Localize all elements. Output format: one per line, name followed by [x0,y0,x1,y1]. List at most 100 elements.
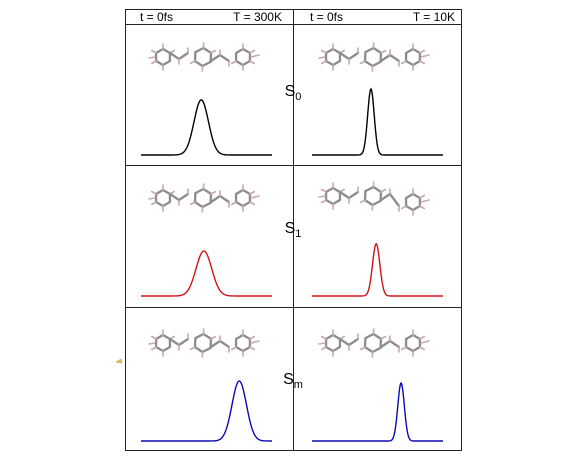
hydrogen-bond [150,346,157,351]
header-right-temperature: T = 10K [413,10,455,24]
curve-sm-10k [312,382,443,442]
bond [388,53,401,63]
bond [194,332,205,340]
hydrogen-bond [150,190,157,195]
bond [154,345,165,353]
hydrogen-bond [318,56,326,59]
molecule-sm-300k [148,328,260,358]
hydrogen-bond [320,188,327,193]
bond [404,333,415,341]
bond [404,345,415,353]
hydrogen-bond [320,346,327,351]
hydrogen-bond [249,335,256,340]
state-label-sm: Sm [283,371,303,391]
hydrogen-bond [420,54,430,58]
bond [347,190,360,200]
molecule-s1-10k [318,181,430,216]
bond [331,59,342,67]
bond [379,53,392,63]
bond [177,192,190,202]
hydrogen-bond [419,335,426,340]
hydrogen-bond [249,49,256,54]
bond [234,188,245,196]
hydrogen-bond [420,340,430,344]
hydrogen-bond [420,199,430,203]
bond [338,51,351,61]
bond [234,47,245,55]
bond [193,59,204,68]
bond [201,201,212,209]
bond [324,47,335,55]
state-label-s0: S0 [285,83,302,103]
hydrogen-bond [230,60,237,65]
molecule-sm-10k [318,328,430,358]
hydrogen-bond [150,335,157,340]
molecule-s0-10k [318,42,430,72]
hydrogen-bond [380,49,387,54]
hydrogen-bond [249,190,256,195]
bond [379,192,392,202]
curve-s1-10k [312,242,443,297]
bond [404,192,415,200]
bond [338,190,351,200]
bond [324,186,335,194]
hydrogen-bond [419,60,426,65]
hydrogen-bond [419,205,426,210]
bond [411,345,422,353]
bond [234,333,245,341]
bond [241,333,252,341]
bond [154,47,165,55]
bond [363,59,374,68]
curve-s0-10k [312,87,443,156]
hydrogen-bond [148,342,156,345]
hydrogen-bond [320,60,327,65]
state-label-sm-subscript: m [294,379,303,391]
bond [371,199,382,207]
hydrogen-bond [250,195,260,199]
bond [201,60,212,68]
bond [404,59,415,67]
bond [209,194,222,204]
bond [218,339,231,349]
bond [201,346,212,354]
bond [218,194,231,204]
molecule-s1-300k [148,183,260,213]
hydrogen-bond [150,60,157,65]
bond [404,47,415,55]
hydrogen-bond [230,201,237,206]
bond [411,47,422,55]
hydrogen-bond [359,346,366,351]
header-right-time: t = 0fs [310,10,343,24]
bond [331,186,342,194]
bond [202,46,213,55]
hydrogen-bond [210,335,217,340]
hydrogen-bond [359,60,366,65]
state-label-s1: S1 [285,220,302,240]
bond [411,204,422,212]
hydrogen-bond [249,60,256,65]
hydrogen-bond [210,49,217,54]
bond [154,188,165,196]
hydrogen-bond [320,49,327,54]
bond [234,200,245,208]
bond [193,345,204,354]
bond [177,51,190,61]
bond [363,198,374,207]
bond [411,192,422,200]
hydrogen-bond [359,199,366,204]
bond [241,188,252,196]
header-left-time: t = 0fs [140,10,173,24]
hydrogen-bond [419,346,426,351]
bond [372,185,383,194]
bond [209,339,222,349]
bond [154,200,165,208]
hydrogen-bond [380,188,387,193]
hydrogen-bond [419,49,426,54]
bond [347,51,360,61]
bond [241,47,252,55]
bond [234,59,245,67]
hydrogen-bond [150,49,157,54]
bond [161,333,172,341]
bond [331,198,342,206]
